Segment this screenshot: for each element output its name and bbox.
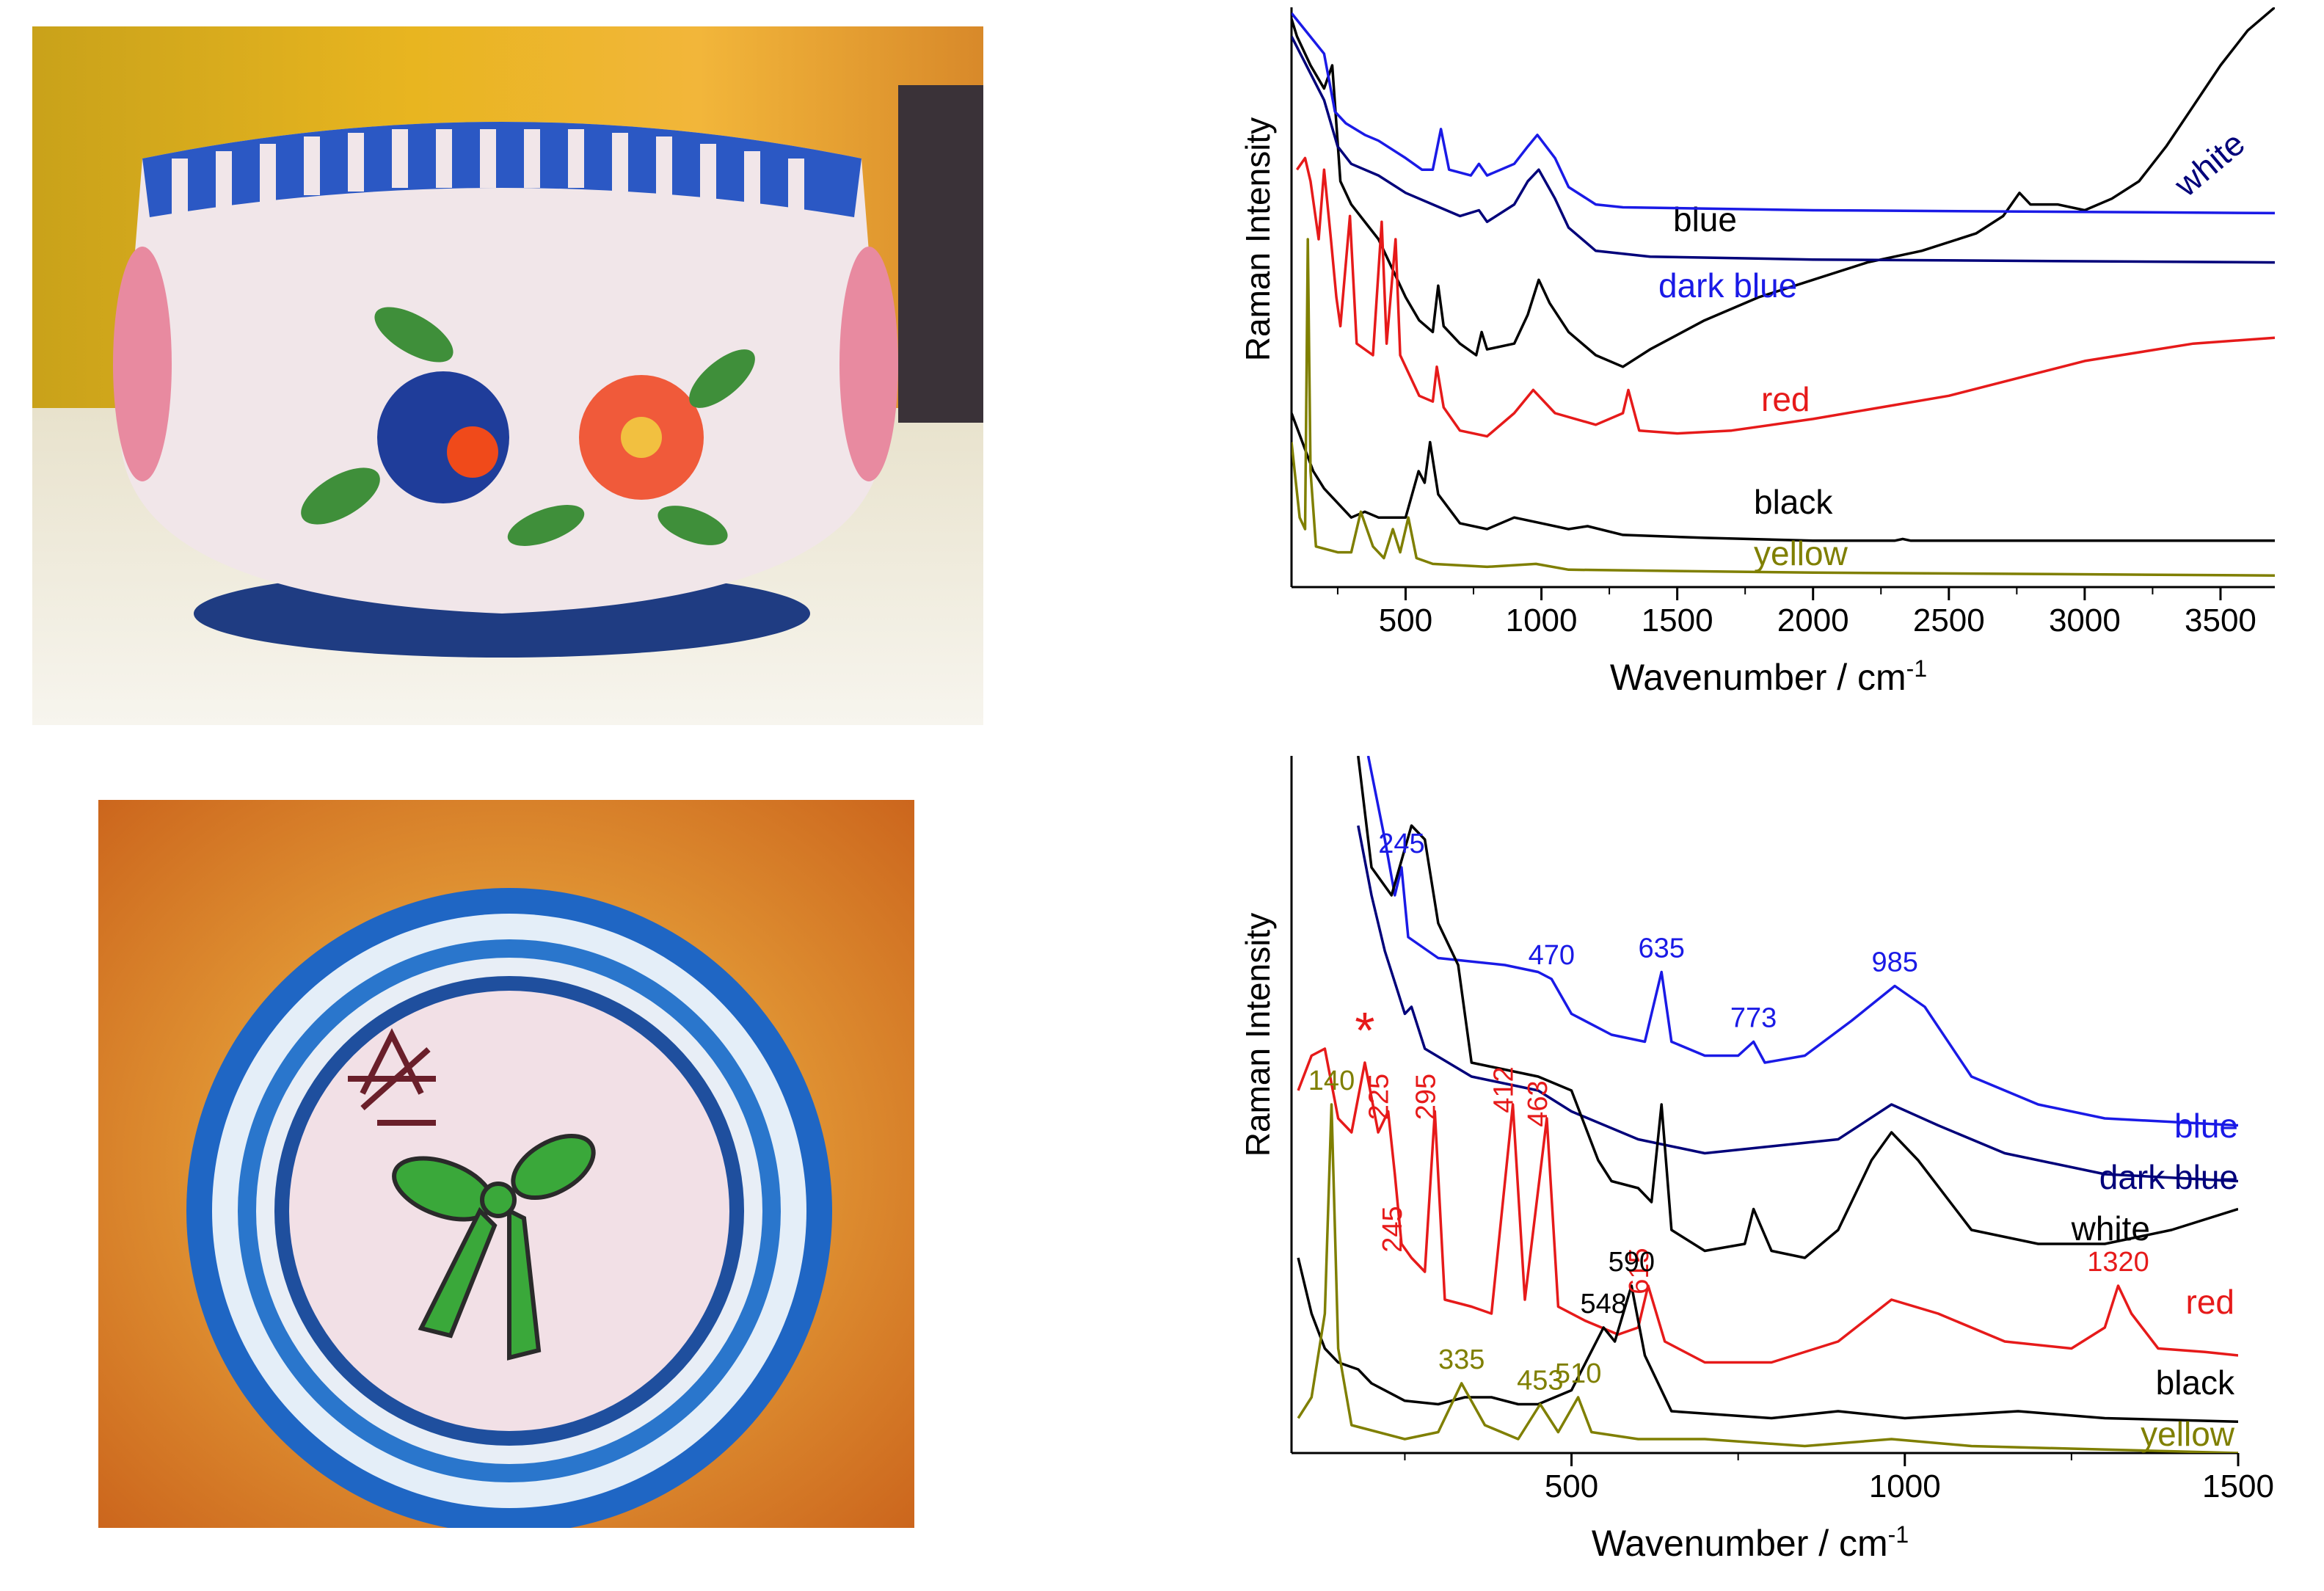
peak-annotation: 548 xyxy=(1580,1289,1626,1319)
x-tick-label: 1000 xyxy=(1506,602,1578,638)
series-line-yellow xyxy=(1292,238,2275,577)
x-tick-label: 1500 xyxy=(2202,1468,2274,1504)
x-axis-label: Wavenumber / cm-1 xyxy=(1592,1521,1909,1564)
monogram-mark xyxy=(348,1028,436,1126)
series-line-red xyxy=(1297,1047,2238,1364)
peak-annotation: 295 xyxy=(1410,1074,1441,1120)
x-tick-label: 2500 xyxy=(1913,602,1985,638)
series-label-blue: dark blue xyxy=(1658,266,1797,305)
raman-chart-full-range: 500 1000 1500 2000 2500 3000 3500 Wavenumber / … xyxy=(1239,7,2275,698)
peak-annotation: 985 xyxy=(1871,947,1917,978)
x-tick-label: 500 xyxy=(1545,1468,1598,1504)
y-axis-label: Raman Intensity xyxy=(1239,117,1277,361)
series-label-black: black xyxy=(2156,1364,2235,1402)
peak-annotation: 635 xyxy=(1638,933,1684,964)
series-label-black: black xyxy=(1754,483,1833,521)
peak-annotation: 463 xyxy=(1523,1080,1553,1126)
raman-chart-low-range: 500 1000 1500 Wavenumber / cm-1 Raman Intens… xyxy=(1239,756,2274,1564)
peak-annotation: 245 xyxy=(1377,1206,1408,1252)
peak-annotation: 245 xyxy=(1378,829,1424,859)
bow-decoration xyxy=(392,1133,596,1361)
x-tick-label: 2000 xyxy=(1777,602,1849,638)
series-label-red: red xyxy=(1761,380,1810,418)
peak-annotation: 590 xyxy=(1609,1247,1655,1278)
series-line-dark-blue xyxy=(1292,35,2275,264)
peak-annotation: 510 xyxy=(1555,1358,1601,1389)
x-tick-label: 3000 xyxy=(2049,602,2121,638)
peak-annotation: 412 xyxy=(1489,1066,1520,1113)
x-tick-label: 3500 xyxy=(2185,602,2256,638)
peak-annotation: 1320 xyxy=(2087,1247,2149,1278)
x-tick-label: 500 xyxy=(1379,602,1432,638)
series-line-dark-blue xyxy=(1357,825,2238,1183)
peak-annotation: 453 xyxy=(1517,1366,1563,1397)
series-label-dark-blue: white xyxy=(2166,124,2251,205)
series-label-dark-blue: dark blue xyxy=(2099,1158,2238,1196)
series-label-yellow: yellow xyxy=(2141,1415,2235,1453)
peak-annotation: 335 xyxy=(1438,1344,1485,1375)
peak-annotation: 615 xyxy=(1624,1248,1655,1294)
x-axis-label-sup: -1 xyxy=(1888,1521,1909,1548)
series-label-blue: blue xyxy=(2174,1107,2238,1145)
peak-annotation: 225 xyxy=(1364,1074,1395,1120)
x-tick-label: 1500 xyxy=(1642,602,1713,638)
series-line-white xyxy=(1357,756,2238,1259)
series-line-yellow xyxy=(1297,1103,2238,1453)
y-axis-label: Raman Intensity xyxy=(1239,913,1277,1157)
peak-annotation: 470 xyxy=(1529,940,1575,971)
series-line-black xyxy=(1297,1257,2238,1424)
pot-side-illustration xyxy=(32,26,983,725)
x-tick-label: 1000 xyxy=(1869,1468,1941,1504)
peak-annotation: 773 xyxy=(1730,1003,1777,1034)
series-line-red xyxy=(1295,156,2275,438)
peak-annotation: 140 xyxy=(1308,1066,1355,1096)
series-label-white: blue xyxy=(1673,200,1737,239)
series-label-white: white xyxy=(2071,1209,2150,1248)
photo-pot-base xyxy=(98,800,914,1528)
x-axis-label-sup: -1 xyxy=(1906,655,1927,682)
series-line-blue xyxy=(1366,756,2238,1127)
peak-annotation: * xyxy=(1355,1002,1374,1059)
series-line-white xyxy=(1292,7,2275,368)
series-line-black xyxy=(1292,412,2275,542)
series-line-blue xyxy=(1292,12,2275,215)
series-label-yellow: yellow xyxy=(1754,534,1848,572)
series-label-red: red xyxy=(2186,1283,2234,1321)
photo-pot-side xyxy=(32,26,983,725)
x-axis-label: Wavenumber / cm-1 xyxy=(1610,655,1927,698)
pot-base-illustration xyxy=(98,800,914,1528)
